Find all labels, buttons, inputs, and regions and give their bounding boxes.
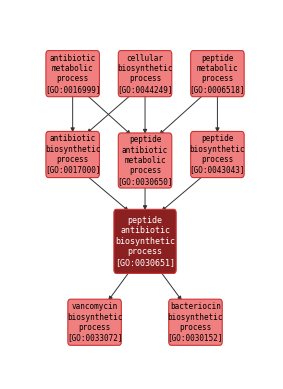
Text: antibiotic
metabolic
process
[GO:0016999]: antibiotic metabolic process [GO:0016999…: [45, 54, 100, 94]
Text: antibiotic
biosynthetic
process
[GO:0017000]: antibiotic biosynthetic process [GO:0017…: [45, 135, 100, 175]
FancyBboxPatch shape: [114, 209, 176, 273]
FancyBboxPatch shape: [191, 51, 244, 97]
Text: peptide
biosynthetic
process
[GO:0043043]: peptide biosynthetic process [GO:0043043…: [190, 135, 245, 175]
FancyBboxPatch shape: [118, 51, 172, 97]
FancyBboxPatch shape: [46, 131, 99, 177]
FancyBboxPatch shape: [118, 133, 172, 188]
FancyBboxPatch shape: [169, 299, 222, 345]
Text: cellular
biosynthetic
process
[GO:0044249]: cellular biosynthetic process [GO:004424…: [117, 54, 173, 94]
Text: vancomycin
biosynthetic
process
[GO:0033072]: vancomycin biosynthetic process [GO:0033…: [67, 302, 122, 342]
Text: peptide
metabolic
process
[GO:0006518]: peptide metabolic process [GO:0006518]: [190, 54, 245, 94]
FancyBboxPatch shape: [191, 131, 244, 177]
FancyBboxPatch shape: [46, 51, 99, 97]
Text: peptide
antibiotic
biosynthetic
process
[GO:0030651]: peptide antibiotic biosynthetic process …: [115, 216, 175, 267]
Text: bacteriocin
biosynthetic
process
[GO:0030152]: bacteriocin biosynthetic process [GO:003…: [168, 302, 223, 342]
Text: peptide
antibiotic
metabolic
process
[GO:0030650]: peptide antibiotic metabolic process [GO…: [117, 135, 173, 186]
FancyBboxPatch shape: [68, 299, 121, 345]
